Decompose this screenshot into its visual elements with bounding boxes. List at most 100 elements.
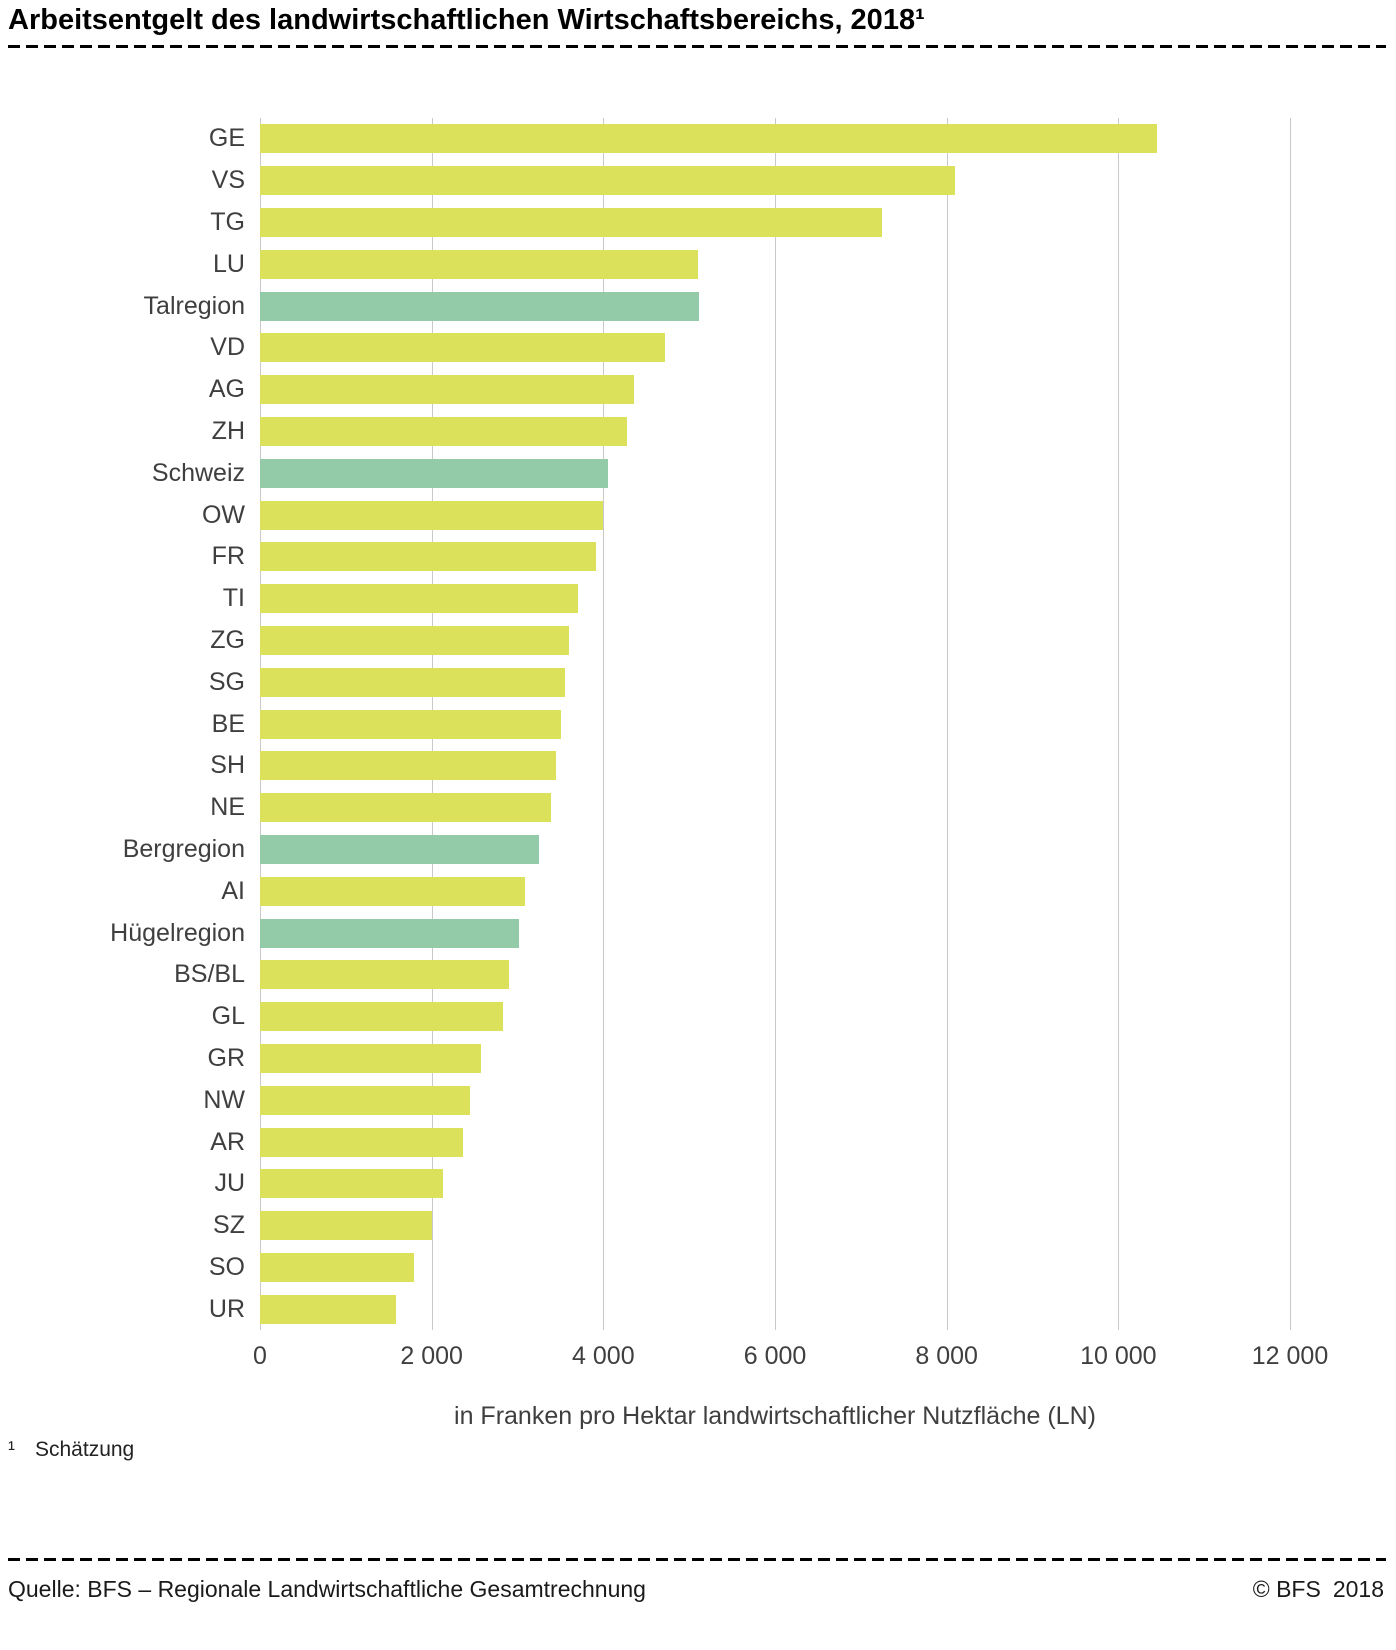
top-divider <box>8 45 1386 48</box>
category-label: UR <box>208 1294 245 1323</box>
x-tick-label: 10 000 <box>1080 1342 1157 1370</box>
chart-row: Hügelregion <box>10 912 1296 954</box>
canton-bar <box>260 375 635 405</box>
chart-row: LU <box>10 243 1296 285</box>
canton-bar <box>260 960 509 990</box>
x-tick-label: 2 000 <box>400 1342 463 1370</box>
bar-track <box>260 202 1290 244</box>
category-label: ZG <box>210 625 245 654</box>
category-label: SH <box>210 751 245 780</box>
canton-bar <box>260 416 628 446</box>
gridline <box>603 118 605 1330</box>
bar-track <box>260 1121 1290 1163</box>
canton-bar <box>260 793 551 823</box>
chart-row: JU <box>10 1163 1296 1205</box>
footer: Quelle: BFS – Regionale Landwirtschaftli… <box>8 1576 1384 1603</box>
category-label: NW <box>203 1085 245 1114</box>
category-label: GL <box>211 1002 245 1031</box>
bar-track <box>260 912 1290 954</box>
category-label: OW <box>201 500 245 529</box>
bar-track <box>260 494 1290 536</box>
chart-row: GE <box>10 118 1296 160</box>
bar-track <box>260 703 1290 745</box>
bar-track <box>260 1247 1290 1289</box>
category-label: TG <box>210 207 245 236</box>
copyright-org: © BFS <box>1252 1576 1321 1602</box>
aggregate-bar <box>260 918 520 948</box>
category-label: TI <box>222 584 245 613</box>
bar-track <box>260 327 1290 369</box>
copyright: © BFS 2018 <box>1253 1576 1384 1603</box>
canton-bar <box>260 1043 481 1073</box>
x-tick-label: 12 000 <box>1251 1342 1329 1370</box>
canton-bar <box>260 876 526 906</box>
category-label: JU <box>214 1169 245 1198</box>
category-label: Hügelregion <box>110 918 245 947</box>
bar-chart: GE VS TG LU Talregion VD AG ZH Schweiz OW FR TI ZG SG… <box>10 118 1328 1430</box>
category-label: Talregion <box>143 291 245 320</box>
bar-track <box>260 536 1290 578</box>
canton-bar <box>260 667 565 697</box>
category-label: AR <box>210 1127 245 1156</box>
bottom-divider <box>8 1558 1386 1561</box>
canton-bar <box>260 1002 503 1032</box>
canton-bar <box>260 166 956 196</box>
x-tick-label: 4 000 <box>572 1342 635 1370</box>
x-axis-label: in Franken pro Hektar landwirtschaftlich… <box>454 1402 1096 1430</box>
category-label: LU <box>213 249 245 278</box>
chart-row: NE <box>10 787 1296 829</box>
category-label: SO <box>208 1252 245 1281</box>
canton-bar <box>260 709 562 739</box>
chart-row: FR <box>10 536 1296 578</box>
category-label: GR <box>207 1043 246 1072</box>
bar-track <box>260 1079 1290 1121</box>
source-text: Quelle: BFS – Regionale Landwirtschaftli… <box>8 1576 646 1602</box>
gridline <box>775 118 776 1330</box>
canton-bar <box>260 625 569 655</box>
canton-bar <box>260 1127 463 1157</box>
x-tick-label: 6 000 <box>743 1342 807 1370</box>
aggregate-bar <box>260 834 539 864</box>
x-tick-label: 8 000 <box>915 1342 978 1370</box>
bar-track <box>260 160 1290 202</box>
category-label: VS <box>211 166 245 195</box>
bar-track <box>260 745 1290 787</box>
bar-track <box>260 243 1290 285</box>
canton-bar <box>260 500 604 530</box>
canton-bar <box>260 1294 397 1324</box>
chart-row: BE <box>10 703 1296 745</box>
chart-row: ZG <box>10 620 1296 662</box>
canton-bar <box>260 207 883 237</box>
bar-track <box>260 411 1290 453</box>
canton-bar <box>260 751 557 781</box>
bar-track <box>260 578 1290 620</box>
footnote-text: Schätzung <box>35 1438 135 1461</box>
footnote: ¹ Schätzung <box>8 1438 134 1462</box>
bar-track <box>260 787 1290 829</box>
category-label: Schweiz <box>151 458 245 487</box>
bar-track <box>260 954 1290 996</box>
category-label: SZ <box>213 1211 245 1240</box>
chart-title: Arbeitsentgelt des landwirtschaftlichen … <box>8 4 925 36</box>
bar-track <box>260 996 1290 1038</box>
gridline <box>946 118 948 1330</box>
chart-row: TI <box>10 578 1296 620</box>
bar-track <box>260 829 1290 871</box>
chart-row: VS <box>10 160 1296 202</box>
footnote-marker: ¹ <box>8 1438 15 1461</box>
category-label: FR <box>211 542 245 571</box>
canton-bar <box>260 542 596 572</box>
category-label: NE <box>210 793 245 822</box>
chart-row: ZH <box>10 411 1296 453</box>
chart-row: SG <box>10 661 1296 703</box>
chart-row: AI <box>10 870 1296 912</box>
chart-row: TG <box>10 202 1296 244</box>
category-label: VD <box>210 333 245 362</box>
bar-track <box>260 661 1290 703</box>
gridline <box>1290 118 1291 1330</box>
canton-bar <box>260 1211 432 1241</box>
canton-bar <box>260 1085 471 1115</box>
x-tick-label: 0 <box>253 1342 267 1370</box>
chart-rows: GE VS TG LU Talregion VD AG ZH Schweiz OW FR TI ZG SG… <box>10 118 1296 1330</box>
bar-track <box>260 452 1290 494</box>
